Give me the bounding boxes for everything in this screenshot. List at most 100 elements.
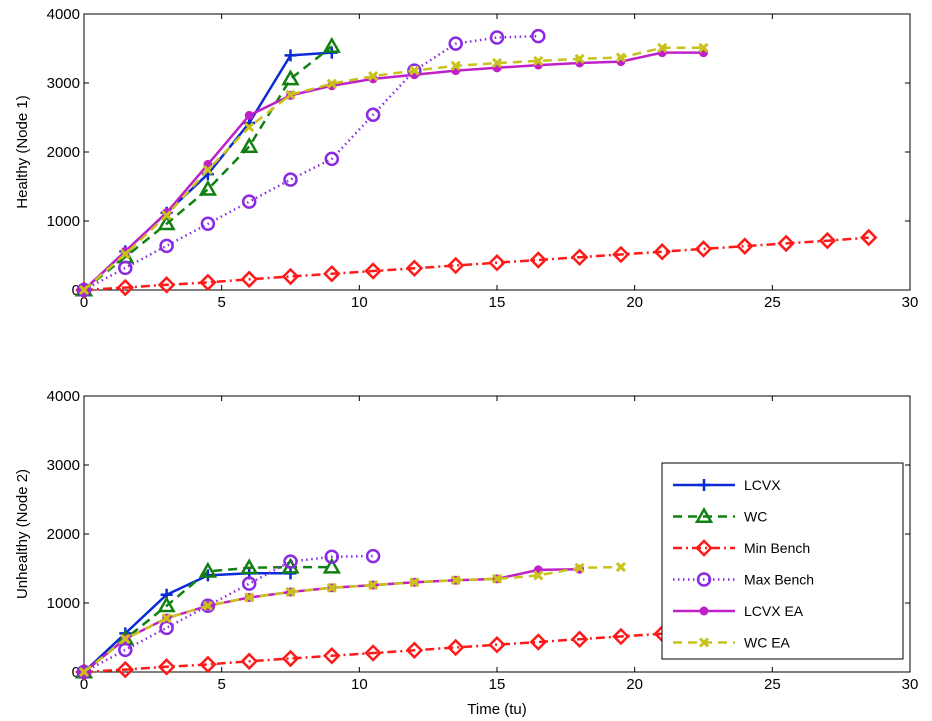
data-point bbox=[78, 666, 90, 678]
series-wc-ea bbox=[78, 42, 709, 296]
data-point bbox=[202, 600, 213, 611]
data-point bbox=[818, 231, 837, 250]
legend-label: WC bbox=[744, 509, 767, 525]
legend-marker bbox=[699, 606, 709, 616]
tick-marks bbox=[83, 13, 911, 291]
data-point bbox=[574, 562, 585, 573]
data-point bbox=[281, 69, 300, 86]
data-point bbox=[281, 649, 300, 668]
data-point bbox=[240, 652, 258, 671]
data-point bbox=[241, 576, 257, 591]
legend-label: Max Bench bbox=[744, 572, 814, 588]
data-point bbox=[323, 647, 341, 665]
data-point bbox=[533, 570, 544, 581]
data-point bbox=[364, 262, 382, 280]
y-tick-label: 3000 bbox=[47, 75, 80, 92]
data-point bbox=[322, 557, 341, 574]
series-lcvx-ea bbox=[79, 564, 585, 677]
data-point bbox=[529, 633, 548, 651]
x-tick-label: 5 bbox=[217, 294, 225, 311]
data-point bbox=[283, 554, 298, 569]
data-point bbox=[324, 549, 340, 565]
y-axis-label: Unhealthy (Node 2) bbox=[14, 469, 31, 599]
series-min-bench bbox=[75, 228, 878, 299]
data-point bbox=[281, 267, 300, 286]
data-point bbox=[199, 273, 217, 292]
x-tick-labels: 0 5 10 15 20 25 30 bbox=[80, 294, 919, 311]
data-point bbox=[657, 42, 668, 53]
x-axis-label: Time (tu) bbox=[467, 701, 526, 718]
legend-label: LCVX bbox=[744, 477, 781, 493]
data-point bbox=[446, 638, 465, 657]
legend-marker bbox=[694, 506, 714, 523]
data-point bbox=[241, 194, 257, 209]
data-point bbox=[200, 216, 216, 232]
data-point bbox=[612, 245, 630, 264]
legend: LCVX WC Min Bench Max Bench LCVX EA WC EA bbox=[661, 462, 904, 660]
y-axis-label: Healthy (Node 1) bbox=[14, 95, 31, 208]
series-lcvx bbox=[78, 567, 297, 678]
data-point bbox=[120, 249, 131, 260]
data-point bbox=[405, 641, 424, 660]
data-point bbox=[244, 122, 255, 133]
data-point bbox=[570, 630, 589, 648]
data-point bbox=[78, 284, 90, 296]
legend-marker bbox=[698, 479, 710, 491]
series-wc-ea bbox=[78, 562, 626, 678]
data-point bbox=[615, 562, 626, 573]
x-tick-label: 0 bbox=[80, 676, 88, 693]
y-tick-label: 3000 bbox=[47, 457, 80, 474]
series-max-bench bbox=[76, 28, 546, 298]
legend-entry: WC EA bbox=[673, 635, 791, 651]
legend-marker bbox=[696, 572, 712, 587]
x-tick-label: 15 bbox=[489, 676, 506, 693]
data-point bbox=[859, 228, 878, 247]
legend-marker bbox=[698, 637, 710, 648]
y-tick-label: 1000 bbox=[47, 213, 80, 230]
data-point bbox=[157, 276, 176, 294]
series-line bbox=[83, 572, 291, 673]
data-point bbox=[244, 592, 255, 603]
legend-entry: LCVX bbox=[673, 477, 781, 493]
x-tick-label: 0 bbox=[80, 294, 88, 311]
x-tick-label: 15 bbox=[489, 294, 506, 311]
legend-label: LCVX EA bbox=[744, 603, 804, 619]
data-point bbox=[491, 57, 503, 69]
data-point bbox=[283, 172, 298, 187]
y-tick-label: 4000 bbox=[47, 388, 80, 405]
data-point bbox=[570, 248, 589, 266]
data-point bbox=[198, 561, 218, 578]
data-point bbox=[76, 282, 92, 298]
data-point bbox=[199, 655, 217, 674]
data-point bbox=[323, 265, 341, 283]
data-point bbox=[161, 613, 172, 624]
data-point bbox=[694, 240, 713, 258]
data-point bbox=[612, 627, 630, 646]
data-point bbox=[574, 53, 585, 64]
data-point bbox=[157, 596, 176, 613]
legend-entry: Min Bench bbox=[673, 539, 810, 557]
x-tick-label: 25 bbox=[764, 294, 781, 311]
series-line bbox=[83, 46, 704, 291]
data-point bbox=[240, 558, 259, 575]
axes-frame bbox=[83, 13, 911, 291]
x-tick-label: 20 bbox=[626, 294, 643, 311]
data-point bbox=[615, 52, 626, 63]
data-point bbox=[116, 278, 135, 297]
data-point bbox=[285, 89, 296, 100]
data-point bbox=[488, 253, 506, 272]
data-point bbox=[326, 78, 337, 89]
data-point bbox=[159, 620, 174, 636]
data-point bbox=[285, 586, 296, 598]
data-point bbox=[284, 49, 297, 62]
data-point bbox=[409, 65, 420, 76]
data-point bbox=[120, 633, 131, 644]
data-point bbox=[365, 107, 381, 122]
data-point bbox=[161, 210, 172, 221]
x-tick-label: 5 bbox=[217, 676, 225, 693]
data-point bbox=[202, 164, 213, 176]
series-line bbox=[83, 45, 333, 291]
data-point bbox=[488, 635, 506, 654]
